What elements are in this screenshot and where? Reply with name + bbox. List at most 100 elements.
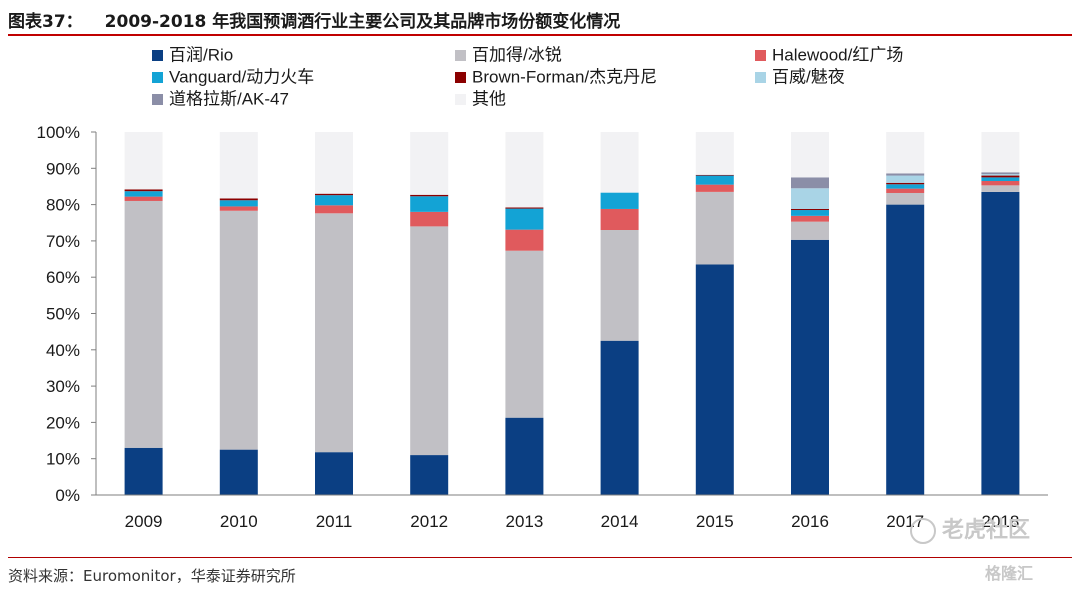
bar-segment [505, 208, 544, 230]
figure-label: 图表37： [8, 11, 83, 32]
community-watermark-text: 老虎社区 [942, 518, 1031, 543]
y-tick-label: 60% [46, 268, 80, 287]
bar-segment [505, 229, 544, 251]
bar-segment [600, 192, 639, 209]
bar-segment [600, 208, 639, 231]
bar-segment [410, 132, 449, 195]
bar-segment [981, 177, 1020, 182]
y-tick-label: 80% [46, 196, 80, 215]
legend-label: 百加得/冰锐 [472, 46, 562, 65]
bar-segment [791, 188, 829, 209]
bar-segment [695, 264, 734, 495]
legend-label: 道格拉斯/AK-47 [169, 90, 289, 109]
bar-segment [124, 447, 163, 495]
bar-segment [410, 211, 449, 227]
bar-segment [315, 205, 353, 214]
legend-label: 百润/Rio [169, 46, 233, 65]
bar-segment [410, 196, 449, 212]
bar-segment [695, 191, 734, 265]
y-tick-label: 20% [46, 413, 80, 432]
bar-segment [600, 132, 639, 193]
bar-segment [886, 184, 925, 189]
bar-segment [124, 191, 163, 197]
bar-segment [124, 196, 163, 201]
community-watermark: 老虎社区 [910, 512, 1030, 544]
watermark-logo-icon [910, 518, 936, 544]
bar-segment [219, 132, 258, 199]
bar-segment [410, 226, 449, 456]
legend-swatch [755, 72, 766, 83]
bar-segment [791, 208, 829, 211]
x-tick-label: 2016 [791, 512, 829, 531]
bar-segment [505, 250, 544, 418]
legend-label: Halewood/红广场 [772, 46, 903, 65]
x-tick-label: 2009 [125, 512, 163, 531]
x-tick-label: 2013 [505, 512, 543, 531]
stacked-bar-chart: 百润/Rio 百加得/冰锐 Halewood/红广场 Vanguard/动力火车 Bro… [37, 46, 1048, 531]
x-tick-label: 2018 [981, 512, 1019, 531]
y-tick-label: 100% [37, 123, 80, 142]
bar-segment [886, 192, 925, 205]
bar-segment [886, 182, 925, 185]
bar-segment [886, 173, 925, 176]
legend-label: 百威/魅夜 [772, 68, 845, 87]
bar-segment [124, 189, 163, 192]
y-tick-label: 10% [46, 450, 80, 469]
brand-watermark: 格隆汇 [985, 564, 1034, 583]
bar-segment [505, 207, 544, 209]
legend-label: Brown-Forman/杰克丹尼 [472, 68, 657, 87]
bar-segment [695, 175, 734, 185]
bar-segment [981, 174, 1020, 176]
y-tick-label: 70% [46, 232, 80, 251]
bar-segment [886, 204, 925, 495]
bar-segment [791, 239, 829, 495]
chart-title: 2009-2018 年我国预调酒行业主要公司及其品牌市场份额变化情况 [104, 11, 621, 32]
y-tick-label: 90% [46, 159, 80, 178]
legend-swatch [152, 72, 163, 83]
bar-segment [219, 210, 258, 450]
bar-segment [219, 449, 258, 495]
y-tick-label: 50% [46, 305, 80, 324]
legend-label: 其他 [472, 90, 506, 109]
bar-segment [600, 230, 639, 341]
bar-segment [695, 132, 734, 175]
bar-segment [219, 200, 258, 207]
bar-segment [981, 185, 1020, 192]
bar-segment [505, 132, 544, 208]
legend-swatch [455, 72, 466, 83]
bar-segment [695, 174, 734, 176]
legend-swatch [152, 50, 163, 61]
bar-segment [886, 132, 925, 174]
bar-segment [124, 200, 163, 448]
bar-segment [791, 132, 829, 178]
bar-segment [600, 340, 639, 495]
bar-segment [219, 206, 258, 211]
x-tick-label: 2011 [316, 512, 353, 531]
bar-segment [315, 193, 353, 196]
legend-swatch [455, 50, 466, 61]
bar-segment [410, 455, 449, 495]
bar-segment [315, 213, 353, 453]
legend-swatch [755, 50, 766, 61]
bar-segment [886, 175, 925, 183]
y-tick-label: 40% [46, 341, 80, 360]
bar-segment [410, 194, 449, 197]
figure-header: 图表37： 2009-2018 年我国预调酒行业主要公司及其品牌市场份额变化情况 [8, 4, 1072, 36]
y-tick-label: 0% [55, 486, 80, 505]
source-note: 资料来源：Euromonitor，华泰证券研究所 [8, 557, 1072, 586]
bar-segment [791, 210, 829, 216]
bar-segment [886, 188, 925, 193]
bar-segment [315, 132, 353, 194]
bar-segment [981, 191, 1020, 495]
x-tick-label: 2010 [220, 512, 258, 531]
x-tick-label: 2012 [410, 512, 448, 531]
bar-segment [791, 221, 829, 240]
bar-segment [981, 132, 1020, 173]
bar-segment [981, 175, 1020, 178]
bar-segment [695, 184, 734, 192]
legend-swatch [455, 94, 466, 105]
bar-segment [315, 452, 353, 495]
bar-segment [124, 132, 163, 190]
bar-segment [981, 172, 1020, 175]
bar-segment [219, 198, 258, 201]
